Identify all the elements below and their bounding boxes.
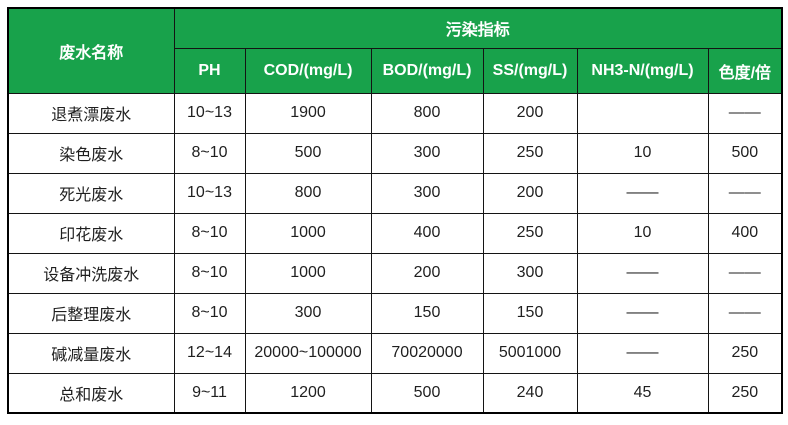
header-columns-row: PH COD/(mg/L) BOD/(mg/L) SS/(mg/L) NH3-N… <box>8 47 783 94</box>
table-cell: —— <box>576 292 709 334</box>
table-cell: 200 <box>482 92 578 134</box>
table-cell: 9~11 <box>173 372 246 414</box>
table-row: 退煮漂废水 10~13 1900 800 200 —— <box>7 92 783 134</box>
table-cell: 300 <box>244 292 372 334</box>
header-col-cod: COD/(mg/L) <box>244 47 372 94</box>
table-cell: 200 <box>370 252 484 294</box>
table-cell: 1200 <box>244 372 372 414</box>
header-col-ph: PH <box>173 47 246 94</box>
table-cell: 250 <box>707 332 783 374</box>
table-cell: 800 <box>244 172 372 214</box>
table-cell: 150 <box>370 292 484 334</box>
table-cell: 300 <box>482 252 578 294</box>
table-row: 碱减量废水 12~14 20000~100000 70020000 500100… <box>7 332 783 374</box>
wastewater-table-container: 废水名称 污染指标 PH COD/(mg/L) BOD/(mg/L) SS/(m… <box>7 7 784 414</box>
header-col-ss: SS/(mg/L) <box>482 47 578 94</box>
row-name-cell: 退煮漂废水 <box>7 92 175 134</box>
table-cell: 1000 <box>244 212 372 254</box>
table-cell: 10 <box>576 212 709 254</box>
header-col-bod: BOD/(mg/L) <box>370 47 484 94</box>
row-name-cell: 死光废水 <box>7 172 175 214</box>
row-name-cell: 设备冲洗废水 <box>7 252 175 294</box>
table-cell: 1900 <box>244 92 372 134</box>
table-row: 印花废水 8~10 1000 400 250 10 400 <box>7 212 783 254</box>
row-name-cell: 总和废水 <box>7 372 175 414</box>
table-cell: 5001000 <box>482 332 578 374</box>
table-row: 后整理废水 8~10 300 150 150 —— —— <box>7 292 783 334</box>
table-cell: 400 <box>370 212 484 254</box>
table-cell: 45 <box>576 372 709 414</box>
table-cell: 10~13 <box>173 172 246 214</box>
table-cell: 300 <box>370 132 484 174</box>
table-body: 退煮漂废水 10~13 1900 800 200 —— 染色废水 8~10 50… <box>7 92 783 414</box>
table-row: 死光废水 10~13 800 300 200 —— —— <box>7 172 783 214</box>
table-cell: 8~10 <box>173 212 246 254</box>
table-cell: 12~14 <box>173 332 246 374</box>
table-cell <box>576 92 709 134</box>
table-cell: —— <box>576 332 709 374</box>
header-group-row: 废水名称 污染指标 <box>7 7 783 94</box>
header-pollution-indicators-group: 污染指标 <box>173 7 783 49</box>
table-cell: 250 <box>707 372 783 414</box>
table-cell: 500 <box>370 372 484 414</box>
table-cell: —— <box>576 172 709 214</box>
table-cell: 400 <box>707 212 783 254</box>
table-cell: —— <box>576 252 709 294</box>
table-cell: 500 <box>244 132 372 174</box>
table-cell: 250 <box>482 212 578 254</box>
row-name-cell: 后整理废水 <box>7 292 175 334</box>
table-cell: —— <box>707 252 783 294</box>
row-name-cell: 印花废水 <box>7 212 175 254</box>
row-name-cell: 碱减量废水 <box>7 332 175 374</box>
table-cell: —— <box>707 92 783 134</box>
table-cell: 20000~100000 <box>244 332 372 374</box>
table-cell: —— <box>707 292 783 334</box>
table-cell: 800 <box>370 92 484 134</box>
row-name-cell: 染色废水 <box>7 132 175 174</box>
table-cell: 300 <box>370 172 484 214</box>
table-cell: 10 <box>576 132 709 174</box>
table-cell: 1000 <box>244 252 372 294</box>
header-col-nh3n: NH3-N/(mg/L) <box>576 47 709 94</box>
table-row: 总和废水 9~11 1200 500 240 45 250 <box>7 372 783 414</box>
table-cell: 8~10 <box>173 132 246 174</box>
table-cell: 8~10 <box>173 252 246 294</box>
wastewater-quality-table: 废水名称 污染指标 PH COD/(mg/L) BOD/(mg/L) SS/(m… <box>7 7 784 414</box>
table-cell: 200 <box>482 172 578 214</box>
table-cell: 500 <box>707 132 783 174</box>
table-row: 染色废水 8~10 500 300 250 10 500 <box>7 132 783 174</box>
table-cell: 10~13 <box>173 92 246 134</box>
table-header: 废水名称 污染指标 PH COD/(mg/L) BOD/(mg/L) SS/(m… <box>7 7 783 94</box>
table-row: 设备冲洗废水 8~10 1000 200 300 —— —— <box>7 252 783 294</box>
table-cell: 8~10 <box>173 292 246 334</box>
table-cell: —— <box>707 172 783 214</box>
table-cell: 240 <box>482 372 578 414</box>
table-cell: 150 <box>482 292 578 334</box>
table-cell: 250 <box>482 132 578 174</box>
header-wastewater-name: 废水名称 <box>7 7 175 94</box>
table-cell: 70020000 <box>370 332 484 374</box>
header-col-chroma: 色度/倍 <box>707 47 783 94</box>
